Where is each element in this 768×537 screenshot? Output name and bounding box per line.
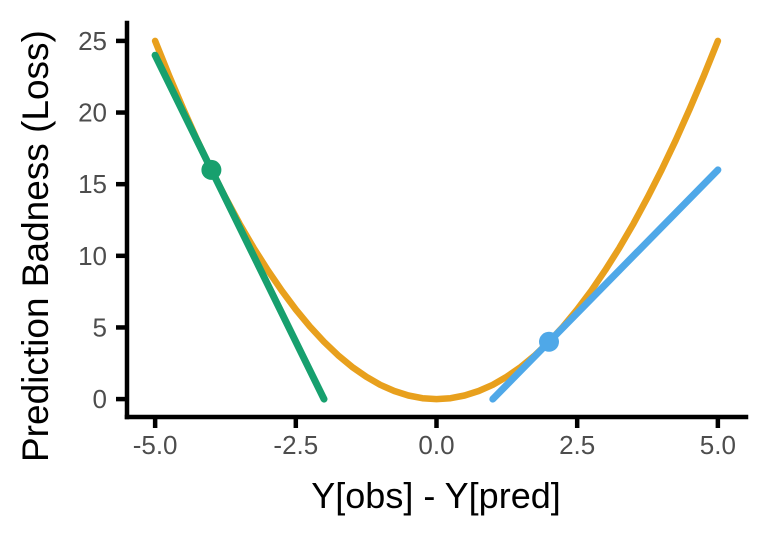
x-tick-label: 5.0 [700, 430, 736, 460]
tangent-line-green [151, 51, 328, 403]
markers-layer [201, 159, 559, 352]
y-tick-label: 5 [93, 312, 107, 342]
y-tick-label: 15 [78, 169, 107, 199]
y-tick-label: 0 [93, 384, 107, 414]
tick-labels-layer: -5.0 -2.5 0.0 2.5 5.0 0 5 10 15 20 25 [78, 26, 736, 460]
axes-layer [116, 20, 749, 428]
x-tick-label: 2.5 [559, 430, 595, 460]
x-axis-title: Y[obs] - Y[pred] [311, 475, 560, 516]
tangent-line-blue [489, 166, 722, 403]
x-tick-label: -2.5 [273, 430, 318, 460]
y-axis-title: Prediction Badness (Loss) [15, 30, 56, 462]
y-tick-label: 25 [78, 26, 107, 56]
x-tick-label: 0.0 [418, 430, 454, 460]
y-tick-label: 10 [78, 241, 107, 271]
y-tick-label: 20 [78, 98, 107, 128]
tangent-point-blue [539, 331, 559, 352]
x-tick-label: -5.0 [133, 430, 178, 460]
series-layer [151, 37, 722, 403]
tangent-point-green [201, 159, 222, 180]
